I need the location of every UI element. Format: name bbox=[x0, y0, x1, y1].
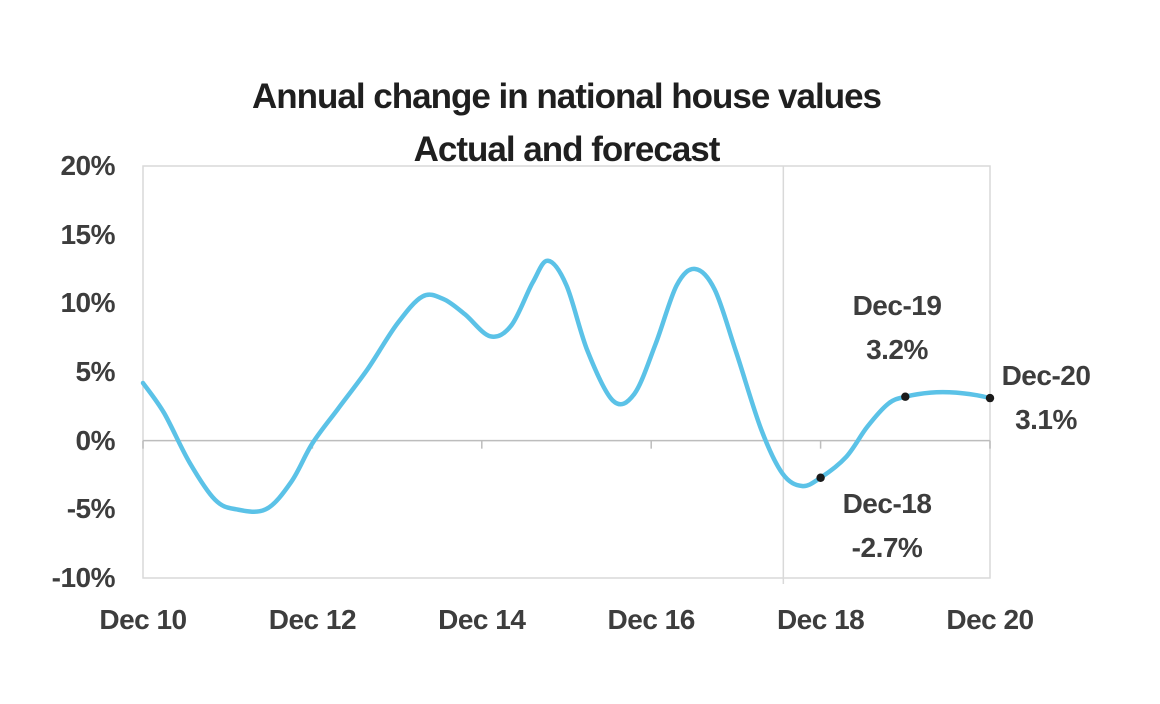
chart-title-block: Annual change in national house values A… bbox=[143, 70, 990, 176]
y-axis-label: 20% bbox=[60, 150, 115, 181]
annotation-value-label: -2.7% bbox=[851, 532, 923, 563]
annotation-point-label: Dec-18 bbox=[842, 488, 932, 519]
x-axis-label: Dec 20 bbox=[946, 604, 1034, 635]
series-line bbox=[140, 258, 993, 514]
plot-border bbox=[142, 165, 991, 579]
x-axis-label: Dec 10 bbox=[99, 604, 187, 635]
x-axis-label: Dec 18 bbox=[776, 604, 865, 635]
x-axis-label: Dec 12 bbox=[268, 604, 357, 635]
x-axis-label: Dec 16 bbox=[607, 604, 696, 635]
y-axis-label: 10% bbox=[60, 287, 115, 319]
chart-subtitle: Actual and forecast bbox=[413, 130, 721, 169]
marker-dot-dec-18 bbox=[816, 473, 825, 482]
y-axis-label: 15% bbox=[60, 218, 115, 250]
chart-title: Annual change in national house values bbox=[251, 77, 882, 116]
annotation-point-label: Dec-19 bbox=[852, 290, 942, 321]
annotation-value-label: 3.1% bbox=[1015, 404, 1077, 435]
marker-dot-dec-20 bbox=[985, 393, 995, 403]
annotation-dec-19: Dec-19 3.2% bbox=[853, 284, 942, 372]
annotation-dec-20: Dec-20 3.1% bbox=[1002, 354, 1091, 442]
annotation-point-label: Dec-20 bbox=[1001, 360, 1091, 391]
annotation-value-label: 3.2% bbox=[866, 334, 928, 365]
annotation-dec-18: Dec-18 -2.7% bbox=[843, 482, 932, 570]
x-axis-label: Dec 14 bbox=[438, 604, 526, 635]
y-axis-label: -5% bbox=[66, 493, 116, 525]
y-axis-label: 0% bbox=[75, 424, 116, 456]
y-axis-label: -10% bbox=[51, 562, 116, 593]
marker-dot-dec-19 bbox=[901, 392, 910, 401]
y-axis-label: 5% bbox=[75, 356, 116, 387]
